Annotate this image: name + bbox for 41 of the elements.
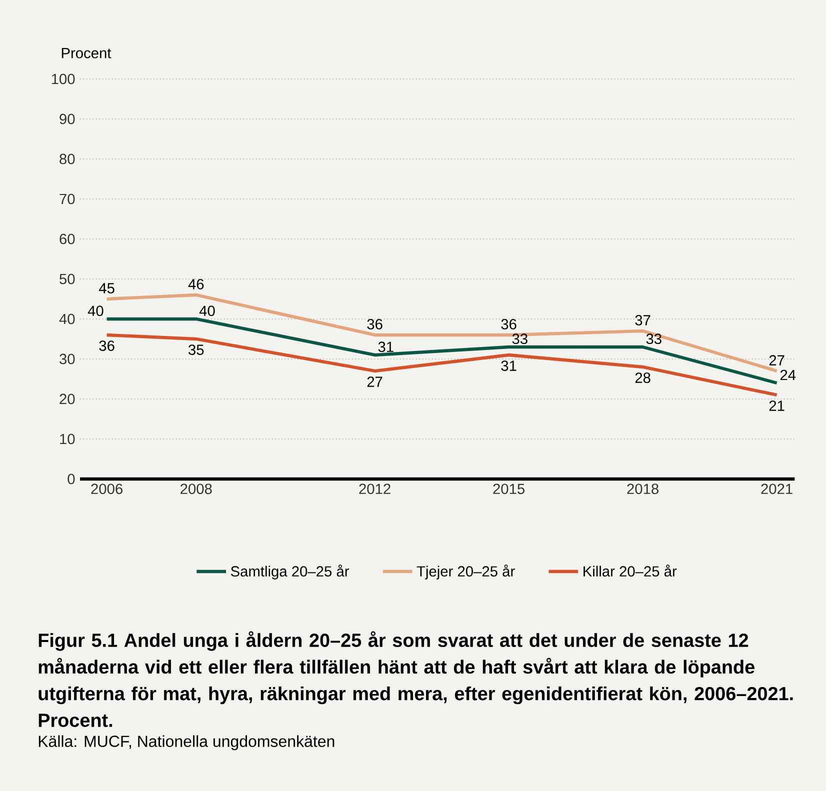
data-label: 27 [367,376,382,387]
y-tick-label: 10 [60,434,75,444]
data-label: 21 [769,400,784,411]
x-tick-label: 2008 [180,484,212,494]
data-label: 35 [188,344,204,355]
y-tick-label: 40 [59,314,75,324]
text: Figur 5.1 Andel unga i åldern 20–25 år som svarat att det under de senaste 12 månaderna vid ett eller flera tillfällen hänt att de haft svårt att klara de löpande utgifterna för mat, hyra, räkningar med mera, efter egenidentifierat kön, 2006–2021. Procent. [38,631,793,728]
data-label: 31 [378,342,394,352]
x-tick-label: 2006 [91,484,122,494]
legend-label: Killar 20–25 år [584,564,677,577]
data-label: 33 [646,334,662,344]
data-label: 24 [780,370,796,380]
data-label: 36 [501,319,516,330]
x-tick-label: 2012 [359,484,390,494]
x-tick-label: 2018 [627,484,658,494]
y-tick-label: 30 [60,354,75,364]
y-axis-title: Procent [62,48,112,58]
legend-label: Tjejer 20–25 år [416,564,515,580]
data-label: 45 [98,283,114,294]
data-label: 40 [88,306,104,316]
y-tick-label: 90 [60,114,75,124]
x-tick-label: 2021 [761,484,792,494]
data-label: 33 [512,334,528,344]
y-tick-label: 80 [60,154,75,164]
data-label: 28 [635,372,650,383]
y-tick-label: 20 [60,394,75,404]
data-label: 37 [635,315,650,326]
y-tick-label: 70 [60,194,75,204]
data-label: 27 [769,355,784,366]
data-label: 31 [501,360,516,371]
text: Källa: MUCF, Nationella ungdomsenkäten [38,735,334,750]
y-tick-label: 50 [60,274,75,284]
data-label: 36 [367,319,382,330]
legend-label: Samtliga 20–25 år [230,564,350,580]
y-tick-label: 60 [60,234,75,244]
y-tick-label: 100 [52,74,75,84]
data-label: 46 [188,279,204,290]
data-label: 36 [99,340,114,351]
data-label: 40 [199,306,215,316]
x-tick-label: 2015 [493,484,524,494]
y-tick-label: 0 [68,474,75,484]
